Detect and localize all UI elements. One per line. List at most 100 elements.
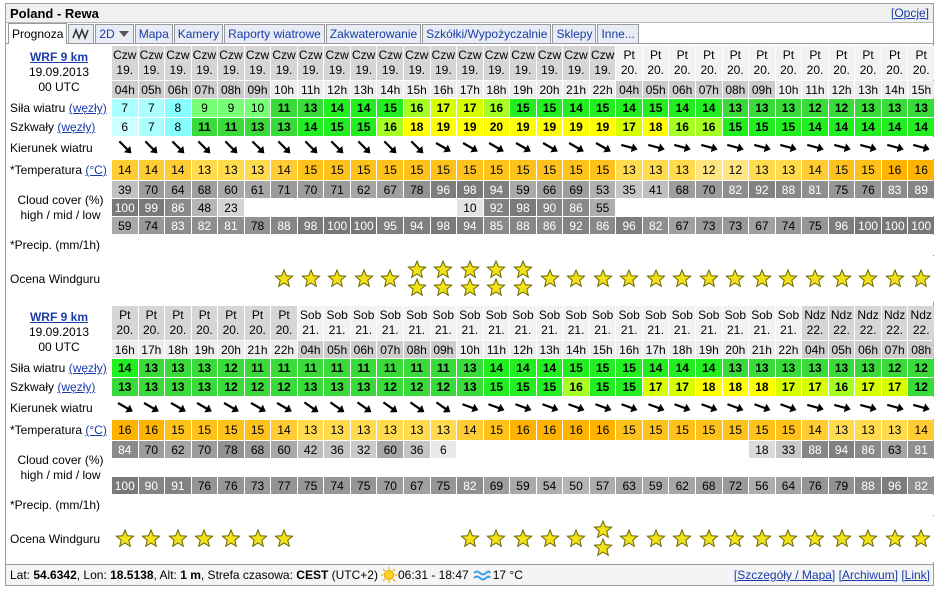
day-name: Pt — [835, 48, 848, 62]
gusts-cell: 15 — [616, 378, 642, 396]
row-label: Kierunek wiatru — [7, 137, 111, 159]
day-date: 21. — [594, 323, 611, 337]
day-cell: Czw 19. — [483, 46, 510, 80]
hour-cell: 06h — [350, 341, 377, 358]
temperature-cell: 13 — [377, 420, 404, 440]
direction-cell — [881, 397, 908, 419]
cloud-cell: 83 — [881, 181, 908, 198]
cloud-cell: 84 — [112, 441, 138, 458]
arrow-head — [656, 403, 665, 412]
tab[interactable]: Inne... — [597, 24, 639, 43]
direction-cell — [536, 137, 563, 159]
tab[interactable]: Sklepy — [552, 24, 597, 43]
rating-cell — [589, 516, 616, 562]
day-name: Ndz — [857, 308, 879, 322]
hour-cell: 04h — [112, 81, 138, 98]
precip-cell — [324, 235, 350, 255]
direction-row: Kierunek wiatru — [7, 397, 934, 419]
temperature-cell: 15 — [775, 420, 802, 440]
rating-stars — [672, 528, 693, 548]
direction-arrow — [462, 141, 478, 152]
tab-label: Szkółki/Wypożyczalnie — [426, 27, 548, 41]
day-cell: Pt 20. — [696, 46, 722, 80]
archive-link[interactable]: [Archiwum] — [838, 568, 898, 582]
temperature-cell: 13 — [669, 160, 696, 180]
day-date: 20. — [912, 63, 930, 77]
day-cell: Czw 19. — [191, 46, 218, 80]
direction-arrow — [515, 141, 531, 152]
star — [486, 277, 507, 297]
temperature-cell: 13 — [218, 160, 244, 180]
direction-arrow — [727, 402, 744, 412]
options-link[interactable]: [Opcje] — [890, 6, 929, 20]
tab[interactable]: Raporty wiatrowe — [224, 24, 325, 43]
day-date: 20. — [196, 323, 213, 337]
rating-stars — [831, 268, 852, 288]
gusts-cell: 13 — [165, 378, 191, 396]
day-cell: Czw 19. — [244, 46, 271, 80]
cloud-empty — [244, 199, 271, 216]
gusts-cell: 6 — [112, 118, 138, 136]
rating-stars — [114, 259, 136, 299]
tab[interactable]: 2D — [95, 24, 134, 43]
direction-icon — [250, 401, 266, 412]
cloud-empty — [589, 459, 616, 476]
arrow-head — [176, 145, 185, 153]
gusts-cell: 19 — [430, 118, 457, 136]
day-date: 22. — [912, 323, 930, 337]
tab[interactable]: Prognoza — [8, 23, 68, 44]
star — [141, 528, 162, 548]
direction-icon — [118, 140, 132, 153]
unit-link[interactable]: (°C) — [85, 423, 107, 437]
cloud-cell: 68 — [191, 181, 218, 198]
unit-link[interactable]: (węzły) — [68, 101, 107, 115]
cloud-cell: 67 — [377, 181, 404, 198]
star — [831, 268, 852, 288]
day-cell: Pt 20. — [244, 306, 271, 340]
precip-cell — [244, 235, 271, 255]
model-name[interactable]: WRF 9 km — [29, 49, 88, 64]
cloud-cell: 100 — [908, 217, 934, 234]
tab[interactable] — [68, 24, 95, 43]
cloud-empty — [112, 459, 138, 476]
day-cell: Czw 19. — [404, 46, 430, 80]
direction-arrow — [276, 401, 292, 412]
rating-stars — [433, 259, 454, 297]
cloud-empty — [218, 459, 244, 476]
lat: 54.6342 — [33, 568, 77, 582]
day-date: 19. — [488, 63, 505, 77]
precip-cell — [350, 495, 377, 515]
direction-arrow — [647, 142, 665, 152]
precip-cell — [669, 495, 696, 515]
direction-arrow — [143, 401, 160, 412]
hour-cell: 06h — [855, 341, 881, 358]
arrow-head — [443, 404, 451, 412]
tab-label: 2D — [99, 27, 115, 41]
tab[interactable]: Zakwaterowanie — [325, 24, 422, 43]
gusts-cell: 20 — [483, 118, 510, 136]
tab[interactable]: Szkółki/Wypożyczalnie — [422, 24, 552, 43]
unit-link[interactable]: (węzły) — [57, 120, 96, 134]
unit-link[interactable]: (węzły) — [68, 361, 107, 375]
direction-icon — [568, 402, 585, 412]
unit-link[interactable]: (węzły) — [57, 380, 96, 394]
label-text: Kierunek wiatru — [10, 401, 93, 415]
details-link[interactable]: [Szczegóły / Mapa] — [733, 568, 836, 582]
cloud-cell: 98 — [510, 199, 536, 216]
tab[interactable]: Kamery — [173, 24, 224, 43]
cloud-cell: 76 — [191, 477, 218, 494]
link-link[interactable]: [Link] — [901, 568, 930, 582]
day-name: Sob — [353, 308, 375, 322]
cloud-cell: 98 — [457, 181, 483, 198]
direction-row: Kierunek wiatru — [7, 137, 934, 159]
day-row: WRF 9 km 19.09.2013 00 UTC Pt 20. Pt 20. Pt 20. P… — [7, 306, 934, 358]
model-name[interactable]: WRF 9 km — [29, 309, 88, 324]
unit-link[interactable]: (°C) — [85, 163, 107, 177]
cloud-cell: 70 — [696, 181, 722, 198]
tab[interactable]: Mapa — [134, 24, 173, 43]
direction-arrow — [674, 142, 691, 152]
cloud-empty — [297, 459, 324, 476]
precip-cell — [457, 235, 483, 255]
day-cell: Sob 21. — [669, 306, 696, 340]
day-name: Czw — [564, 48, 588, 62]
